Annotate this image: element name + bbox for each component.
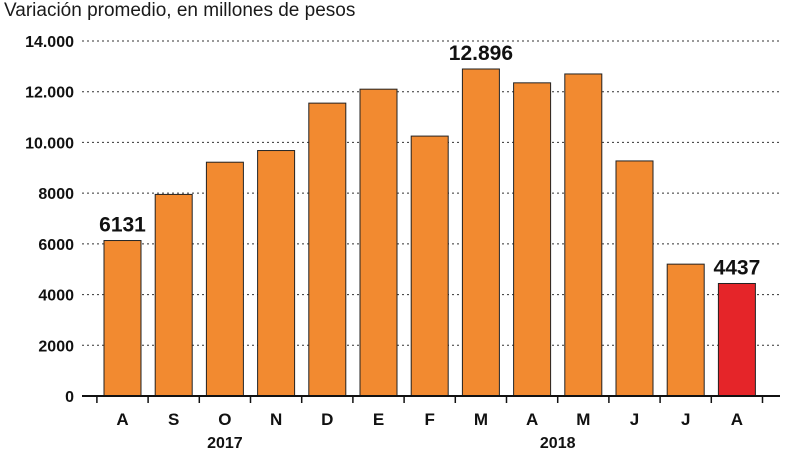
bar [154,193,193,397]
y-tick-label: 2000 [38,338,74,355]
y-tick-label: 8000 [38,186,74,203]
bar [257,150,296,397]
chart-title: Variación promedio, en millones de pesos [4,0,356,21]
bar [308,102,347,397]
bar [564,73,603,397]
data-label: 4437 [714,256,761,279]
bar [205,161,244,397]
year-label: 2017 [207,435,243,450]
x-category-label: O [218,410,231,429]
x-category-label: D [321,410,333,429]
x-category-label: J [681,410,690,429]
y-tick-label: 14.000 [25,34,74,51]
bar [461,68,500,397]
data-label: 12.896 [449,42,513,65]
x-category-label: M [474,410,488,429]
y-tick-label: 4000 [38,288,74,305]
bar [359,88,398,397]
bar [615,160,654,397]
x-category-label: A [116,410,128,429]
x-category-label: N [270,410,282,429]
bar [717,282,756,397]
x-category-label: S [168,410,179,429]
x-category-label: A [526,410,538,429]
y-tick-label: 6000 [38,237,74,254]
x-category-label: E [373,410,384,429]
y-tick-label: 12.000 [25,85,74,102]
bar [410,135,449,397]
y-tick-label: 10.000 [25,135,74,152]
data-label: 6131 [99,214,146,237]
bar [666,263,705,397]
x-category-label: J [630,410,639,429]
x-category-label: A [731,410,743,429]
bar [513,82,552,397]
x-category-label: M [576,410,590,429]
x-category-label: F [425,410,435,429]
bar [103,240,142,397]
y-tick-label: 0 [65,389,74,406]
year-label: 2018 [540,435,576,450]
